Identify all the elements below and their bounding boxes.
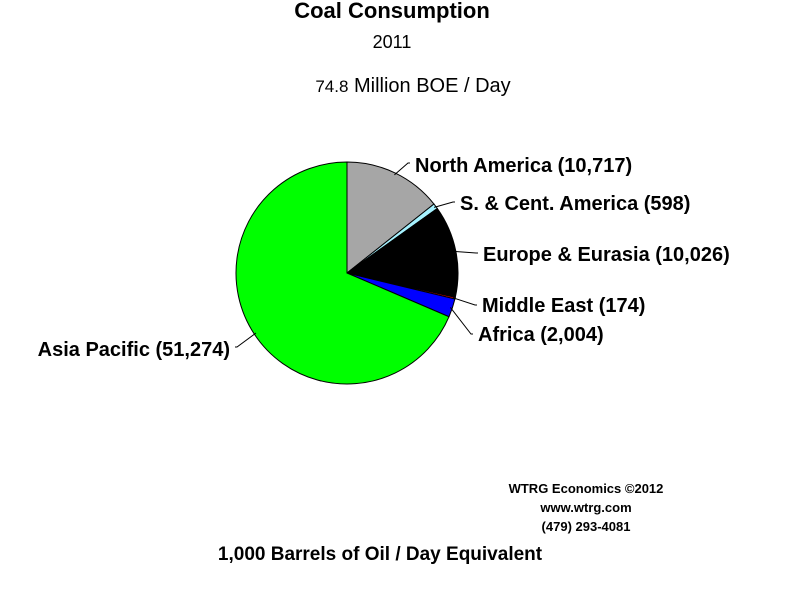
leader-line: [452, 297, 477, 306]
slice-label: Middle East (174): [482, 295, 645, 317]
credit-website: www.wtrg.com: [540, 500, 632, 515]
total-unit: Million BOE / Day: [353, 75, 511, 97]
chart-title: Coal Consumption: [294, 0, 490, 23]
slice-label: Europe & Eurasia (10,026): [483, 244, 730, 266]
total-consumption: 74.8 Million BOE / Day: [0, 75, 800, 98]
units-footer: 1,000 Barrels of Oil / Day Equivalent: [217, 544, 543, 565]
leader-line: [433, 201, 455, 208]
leader-line: [453, 250, 478, 254]
leader-line: [450, 307, 473, 335]
slice-label: S. & Cent. America (598): [460, 193, 690, 215]
leader-line: [394, 162, 410, 176]
slice-label: Africa (2,004): [478, 324, 604, 346]
slice-label: Asia Pacific (51,274): [38, 339, 230, 361]
credit-company: WTRG Economics ©2012: [508, 481, 664, 496]
total-value: 74.8: [315, 77, 349, 96]
leader-line: [235, 332, 257, 348]
slice-label: North America (10,717): [415, 155, 632, 177]
credit-phone: (479) 293-4081: [541, 519, 631, 534]
credit-block: WTRG Economics ©2012 www.wtrg.com (479) …: [486, 479, 686, 536]
pie-slice: [346, 161, 435, 275]
chart-subtitle: 2011: [372, 32, 412, 52]
